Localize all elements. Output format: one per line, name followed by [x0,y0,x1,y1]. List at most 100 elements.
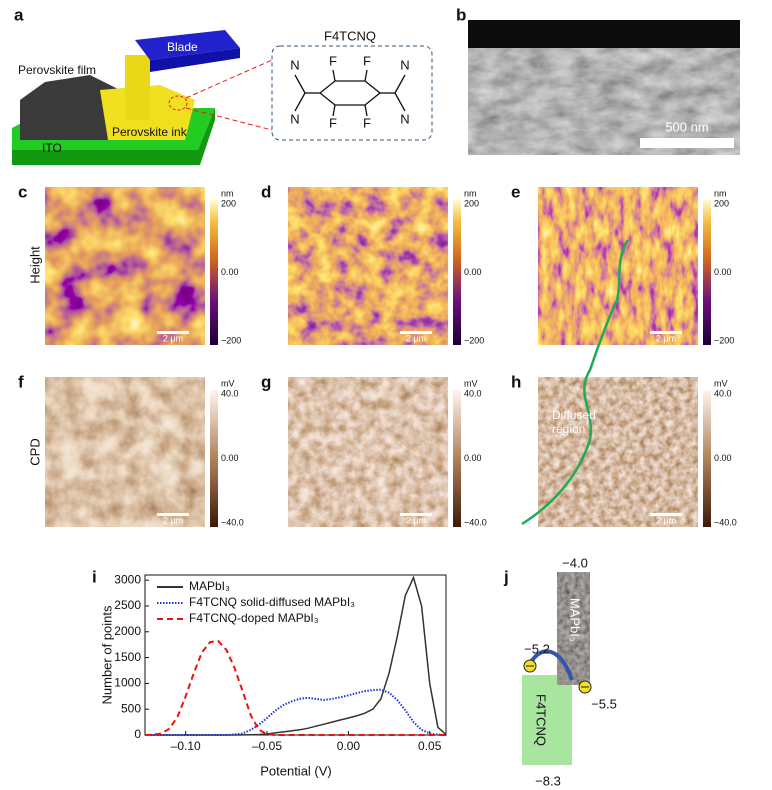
x-tick-label: –0.05 [252,739,282,753]
colorbar-label: 200 [221,198,236,208]
y-tick-label: 0 [134,727,141,741]
colorbar [453,200,461,345]
energy-level: −4.0 [562,555,588,570]
device-schematic [12,30,273,165]
energy-level: −5.2 [524,641,550,656]
panel-label: i [92,567,97,586]
colorbar-unit: mV [714,378,728,388]
atom: F [363,115,371,130]
molecule-title: F4TCNQ [324,28,376,43]
row-label: Height [27,246,42,284]
y-axis-title: Number of points [99,605,114,704]
boundary-line [521,239,630,526]
panel-label: f [18,372,24,391]
panel-label: e [511,182,520,201]
scale-label: 2 μm [406,515,426,525]
series-line [145,575,447,736]
scale-label: 500 nm [665,119,708,134]
colorbar-unit: mV [464,378,478,388]
bond [394,74,406,94]
y-tick-label: 1500 [114,650,141,664]
x-tick-label: –0.10 [171,739,201,753]
scale-bar [157,331,189,334]
afm-image [538,377,698,527]
atom: N [290,111,299,126]
atom: F [329,53,337,68]
bond [332,69,336,82]
colorbar-label: 0.00 [464,453,482,463]
x-axis-title: Potential (V) [260,763,332,778]
x-tick-label: 0.00 [337,739,361,753]
colorbar-label: 0.00 [714,453,732,463]
energy-level: −5.5 [591,696,617,711]
atom: F [363,53,371,68]
atom: N [290,57,299,72]
bond [364,69,368,82]
bond [294,92,306,112]
scale-label: 2 μm [656,333,676,343]
legend-label: F4TCNQ-doped MAPbI₃ [189,611,319,625]
zoom-line [185,107,273,131]
scale-bar [650,331,682,334]
colorbar-label: 40.0 [221,388,239,398]
colorbar [453,390,461,527]
colorbar [703,200,711,345]
colorbar-label: 0.00 [221,267,239,277]
legend-label: MAPbI₃ [189,579,230,593]
plot-frame [144,574,447,736]
scale-bar [157,513,189,516]
colorbar-label: 40.0 [714,388,732,398]
x-tick-label: 0.05 [418,739,442,753]
colorbar-label: 40.0 [464,388,482,398]
molecule-bonds [294,69,406,117]
series-line [145,688,447,736]
afm-image [538,187,698,345]
panel-label: c [18,182,27,201]
series-line [144,640,446,736]
f4tcnq-band [522,675,572,765]
schematic-label: Perovskite film [18,63,96,77]
colorbar-label: 0.00 [464,267,482,277]
energy-level: −8.3 [535,773,561,788]
molecule-box [271,45,433,141]
schematic-label: Blade [167,40,198,54]
blade-stem [125,55,150,120]
colorbar-label: −200 [714,335,734,345]
transfer-arrow [528,649,574,681]
blade [135,30,240,60]
panel-label: h [511,372,521,391]
perovskite-film [20,75,120,140]
zoom-line [185,59,273,99]
y-tick-label: 1000 [114,676,141,690]
y-tick-label: 3000 [114,572,141,586]
colorbar [210,390,218,527]
afm-image [288,377,448,527]
bond [332,104,336,117]
colorbar-unit: mV [221,378,235,388]
panel-label: b [456,5,466,24]
panel-label: j [503,567,509,586]
afm-image [288,187,448,345]
colorbar-unit: nm [464,188,477,198]
atom: N [400,111,409,126]
colorbar-unit: nm [221,188,234,198]
material-label: MAPbI₃ [568,598,583,642]
panel-label: g [261,372,271,391]
afm-image [45,187,205,345]
mapbi3-band [557,572,590,685]
colorbar-label: −40.0 [714,517,737,527]
colorbar-label: 0.00 [221,453,239,463]
ring [318,80,382,106]
ito-side [12,108,215,165]
bond [394,92,406,112]
panel-label: d [261,182,271,201]
panel-label: a [14,5,24,24]
y-tick-label: 2500 [114,598,141,612]
scale-bar [400,513,432,516]
colorbar-label: −40.0 [221,517,244,527]
bond [294,74,306,94]
colorbar-unit: nm [714,188,727,198]
annotation: Diffused region [552,408,596,436]
